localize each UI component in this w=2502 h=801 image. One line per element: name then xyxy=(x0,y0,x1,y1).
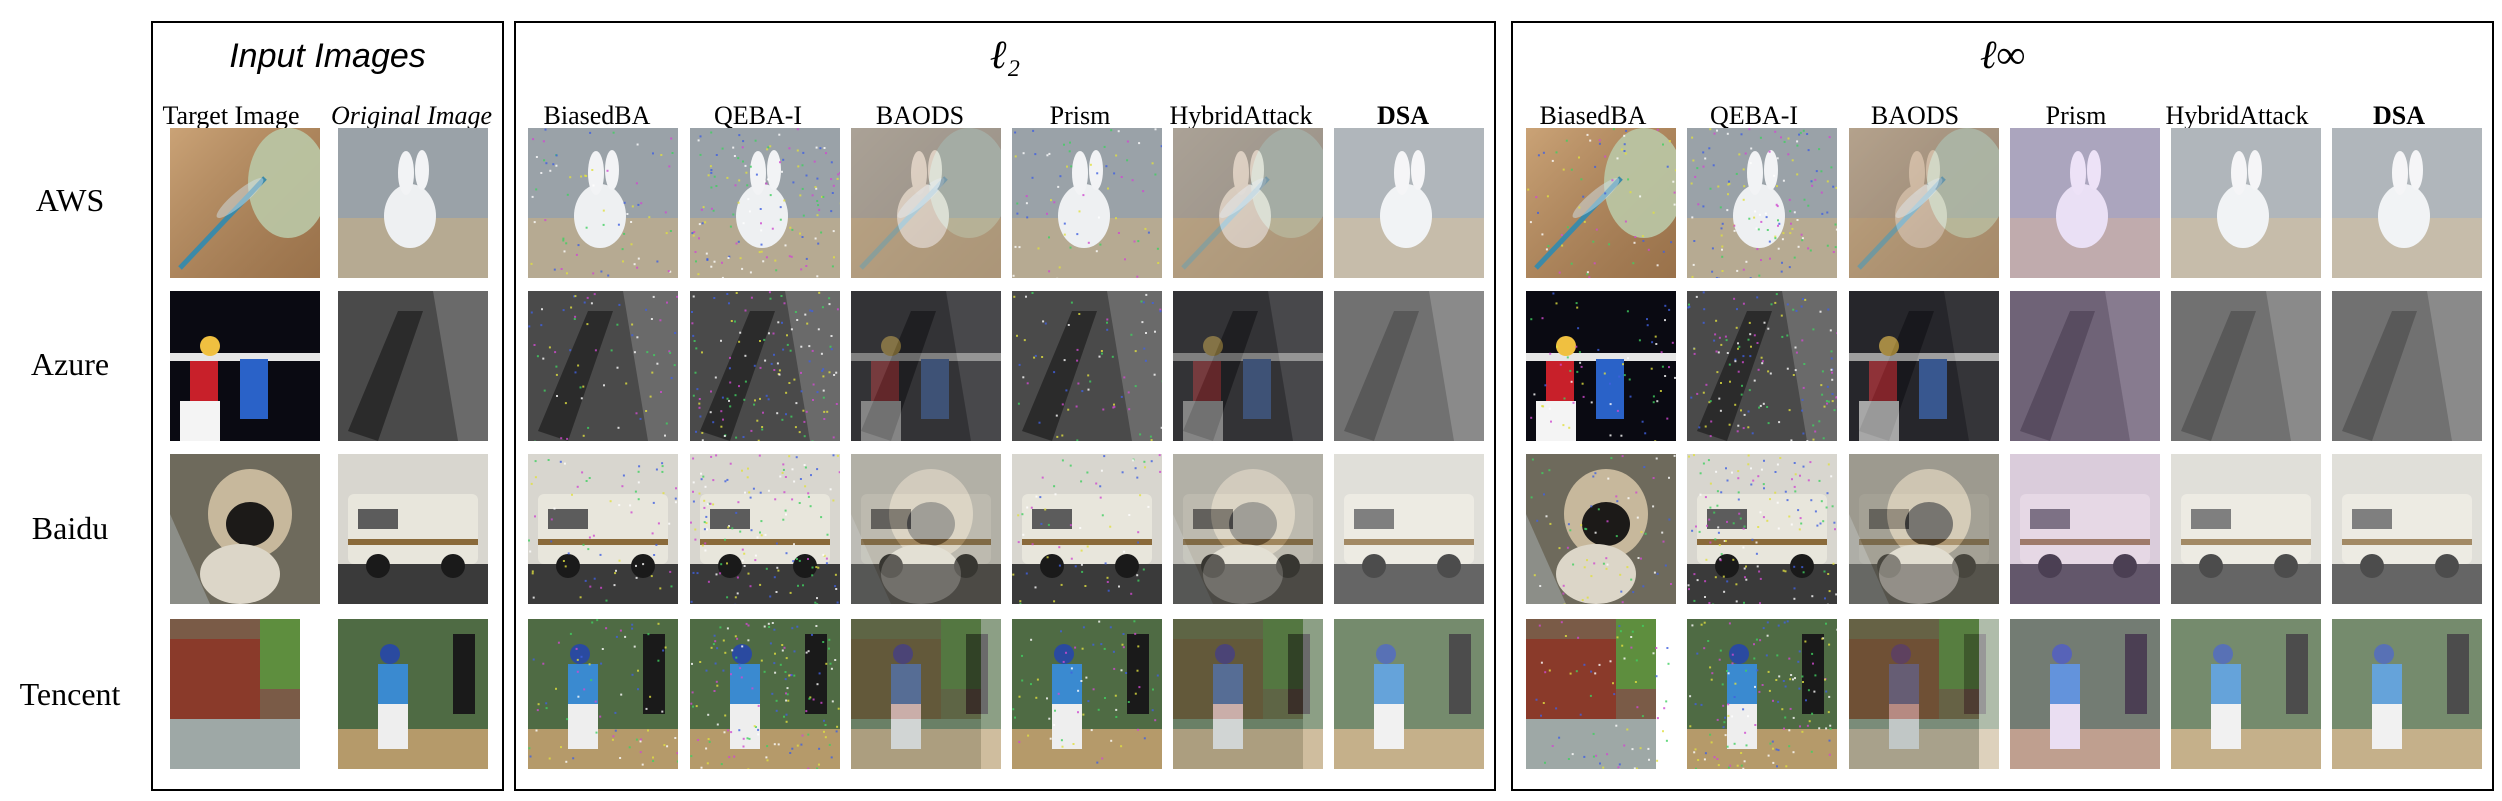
original-image-tencent xyxy=(338,619,488,769)
linf-title: ℓ∞ xyxy=(1979,32,2026,77)
linf-adversarial-dsa-baidu xyxy=(2332,454,2482,604)
input-images-title: Input Images xyxy=(229,37,426,75)
linf-adversarial-hybridattack-baidu xyxy=(2171,454,2321,604)
l2-title: ℓ₂ xyxy=(989,32,1021,77)
l2-adversarial-hybridattack-baidu xyxy=(1173,454,1323,604)
l2-adversarial-dsa-aws xyxy=(1334,128,1484,278)
linf-adversarial-hybridattack-tencent xyxy=(2171,619,2321,769)
linf-adversarial-dsa-azure xyxy=(2332,291,2482,441)
linf-adversarial-prism-azure xyxy=(2010,291,2160,441)
original-image-baidu xyxy=(338,454,488,604)
linf-col-dsa: DSA xyxy=(2372,101,2425,130)
col-label-original: Original Image xyxy=(331,101,493,130)
l2-adversarial-prism-baidu xyxy=(1012,454,1162,604)
l2-adversarial-prism-azure xyxy=(1012,291,1162,441)
l2-panel: ℓ₂ BiasedBA QEBA-I BAODS Prism HybridAtt… xyxy=(514,21,1496,791)
l2-adversarial-hybridattack-aws xyxy=(1173,128,1323,278)
linf-adversarial-qeba-i-aws xyxy=(1687,128,1837,278)
linf-col-qeba-i: QEBA-I xyxy=(1709,101,1799,130)
linf-adversarial-qeba-i-azure xyxy=(1687,291,1837,441)
l2-adversarial-biasedba-azure xyxy=(528,291,678,441)
original-image-aws xyxy=(338,128,488,278)
linf-adversarial-baods-aws xyxy=(1849,128,1999,278)
linf-panel: ℓ∞ BiasedBA QEBA-I BAODS Prism HybridAtt… xyxy=(1511,21,2494,791)
l2-adversarial-hybridattack-tencent xyxy=(1173,619,1323,769)
linf-adversarial-hybridattack-aws xyxy=(2171,128,2321,278)
l2-adversarial-biasedba-tencent xyxy=(528,619,678,769)
target-image-aws xyxy=(170,128,320,278)
target-image-baidu xyxy=(170,454,320,604)
l2-adversarial-qeba-i-baidu xyxy=(690,454,840,604)
l2-col-qeba-i: QEBA-I xyxy=(713,101,803,130)
linf-adversarial-baods-baidu xyxy=(1849,454,1999,604)
row-label-aws: AWS xyxy=(35,182,105,218)
l2-adversarial-dsa-azure xyxy=(1334,291,1484,441)
linf-adversarial-prism-baidu xyxy=(2010,454,2160,604)
l2-col-dsa: DSA xyxy=(1376,101,1429,130)
linf-col-hybridattack: HybridAttack xyxy=(2165,101,2309,130)
linf-adversarial-baods-azure xyxy=(1849,291,1999,441)
l2-adversarial-qeba-i-tencent xyxy=(690,619,840,769)
l2-col-baods: BAODS xyxy=(875,101,965,130)
l2-adversarial-baods-baidu xyxy=(851,454,1001,604)
l2-adversarial-prism-aws xyxy=(1012,128,1162,278)
linf-adversarial-prism-aws xyxy=(2010,128,2160,278)
linf-adversarial-dsa-aws xyxy=(2332,128,2482,278)
linf-adversarial-biasedba-azure xyxy=(1526,291,1676,441)
l2-adversarial-biasedba-baidu xyxy=(528,454,678,604)
l2-adversarial-baods-azure xyxy=(851,291,1001,441)
row-label-tencent: Tencent xyxy=(19,676,121,712)
input-images-panel: Input Images Target Image Original Image xyxy=(151,21,504,791)
l2-adversarial-biasedba-aws xyxy=(528,128,678,278)
l2-col-prism: Prism xyxy=(1049,101,1111,130)
target-image-tencent xyxy=(170,619,320,769)
l2-adversarial-baods-tencent xyxy=(851,619,1001,769)
linf-adversarial-biasedba-baidu xyxy=(1526,454,1676,604)
original-image-azure xyxy=(338,291,488,441)
l2-adversarial-baods-aws xyxy=(851,128,1001,278)
linf-adversarial-qeba-i-tencent xyxy=(1687,619,1837,769)
linf-adversarial-biasedba-aws xyxy=(1526,128,1676,278)
l2-adversarial-hybridattack-azure xyxy=(1173,291,1323,441)
l2-adversarial-qeba-i-aws xyxy=(690,128,840,278)
linf-adversarial-biasedba-tencent xyxy=(1526,619,1676,769)
linf-adversarial-baods-tencent xyxy=(1849,619,1999,769)
target-image-azure xyxy=(170,291,320,441)
l2-adversarial-qeba-i-azure xyxy=(690,291,840,441)
l2-adversarial-prism-tencent xyxy=(1012,619,1162,769)
row-label-azure: Azure xyxy=(30,346,110,382)
linf-adversarial-dsa-tencent xyxy=(2332,619,2482,769)
linf-adversarial-qeba-i-baidu xyxy=(1687,454,1837,604)
linf-col-baods: BAODS xyxy=(1870,101,1960,130)
l2-adversarial-dsa-tencent xyxy=(1334,619,1484,769)
linf-adversarial-prism-tencent xyxy=(2010,619,2160,769)
linf-col-biasedba: BiasedBA xyxy=(1539,101,1647,130)
row-label-baidu: Baidu xyxy=(31,510,109,546)
l2-col-hybridattack: HybridAttack xyxy=(1169,101,1313,130)
l2-col-biasedba: BiasedBA xyxy=(543,101,651,130)
l2-adversarial-dsa-baidu xyxy=(1334,454,1484,604)
col-label-target: Target Image xyxy=(162,101,300,130)
linf-adversarial-hybridattack-azure xyxy=(2171,291,2321,441)
linf-col-prism: Prism xyxy=(2045,101,2107,130)
